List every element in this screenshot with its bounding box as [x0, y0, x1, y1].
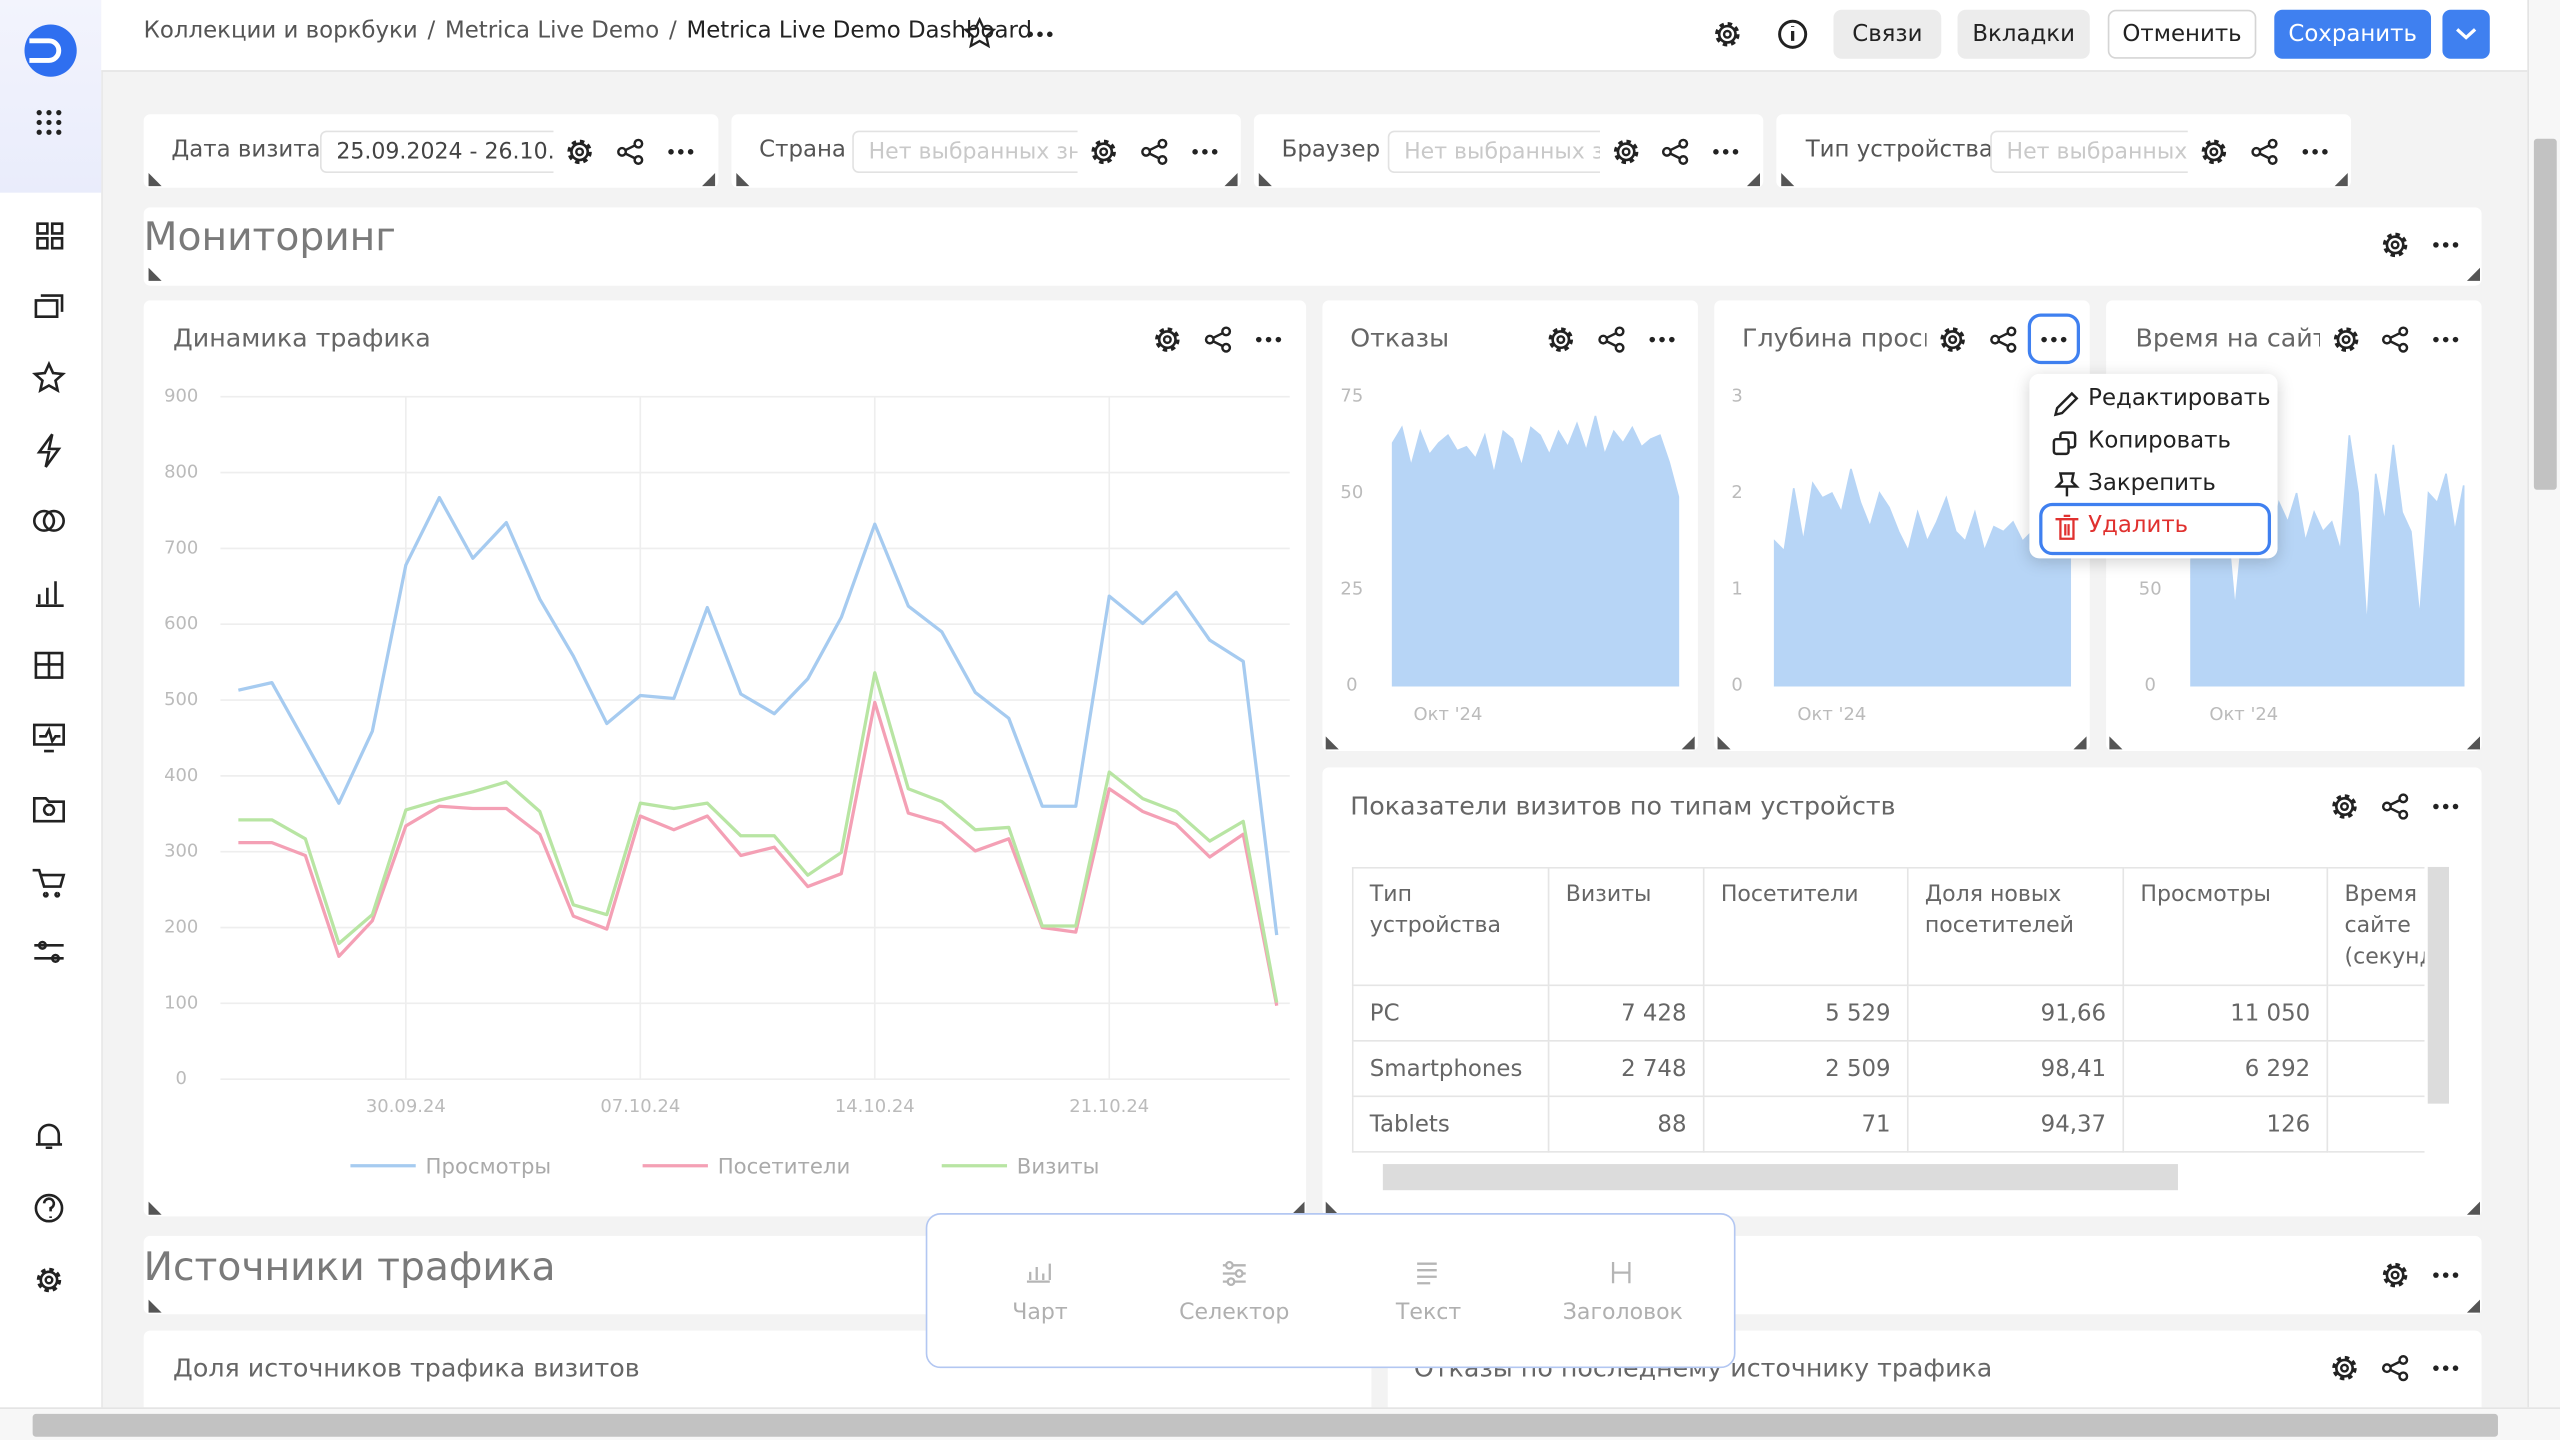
cancel-button[interactable]: Отменить — [2107, 9, 2257, 59]
panel-item[interactable]: Чарт — [1012, 1299, 1068, 1326]
widget-title: Доля источников трафика визитов — [173, 1353, 640, 1383]
table-cell: 94,37 — [1907, 1096, 2125, 1153]
table-cell: 5 529 — [1703, 985, 1909, 1042]
save-button[interactable]: Сохранить — [2274, 9, 2432, 59]
table: Тип устройства Визиты Посетители Доля но… — [1351, 866, 2425, 1153]
table-cell: 98,41 — [1907, 1040, 2125, 1098]
panel-item[interactable]: Текст — [1395, 1299, 1462, 1326]
table-row: Smartphones 2 748 2 509 98,41 6 292 — [1351, 1040, 2425, 1098]
table-body: PC 7 428 5 529 91,66 11 050 Smartphones 2 748 2… — [1351, 985, 2425, 1153]
table-cell: 2 748 — [1548, 1040, 1705, 1098]
table-cell: 7 428 — [1548, 985, 1705, 1042]
add-widget-panel: Чарт Селектор Текст Заголовок — [925, 1213, 1736, 1369]
context-menu: Редактировать Копировать Закрепить Удали… — [2029, 373, 2278, 559]
chart-widget — [1322, 300, 1698, 752]
filter-input[interactable]: Нет выбранных значений — [1387, 130, 1609, 174]
scroll-thumb[interactable] — [32, 1413, 2498, 1437]
breadcrumb: Metrica Live Demo Dashboard — [686, 17, 1032, 45]
menu-item[interactable]: Редактировать — [2088, 385, 2271, 412]
breadcrumb-separator: / — [669, 17, 677, 45]
breadcrumb-separator: / — [427, 17, 436, 45]
save-dropdown[interactable] — [2442, 9, 2490, 59]
column-header[interactable]: Время на сайте (секунды) — [2327, 866, 2425, 987]
sidebar — [0, 0, 103, 1440]
filter-label: Тип устройства — [1805, 137, 1993, 164]
breadcrumbs: Коллекции и воркбуки / Metrica Live Demo… — [144, 18, 1032, 44]
table-title: Показатели визитов по типам устройств — [1350, 791, 1896, 822]
table-cell: 71 — [1703, 1096, 1909, 1153]
table-cell: 6 292 — [2123, 1040, 2329, 1098]
menu-item[interactable]: Копировать — [2088, 427, 2231, 454]
column-header[interactable]: Просмотры — [2123, 866, 2329, 987]
column-header[interactable]: Доля новых посетителей — [1907, 866, 2125, 987]
table-cell: 91,66 — [1907, 985, 2125, 1042]
column-header[interactable]: Тип устройства — [1351, 866, 1550, 987]
table-container: Тип устройства Визиты Посетители Доля но… — [1351, 866, 2425, 1154]
page-scrollbar[interactable] — [2527, 0, 2560, 1408]
breadcrumb[interactable]: Коллекции и воркбуки — [143, 17, 418, 45]
column-header[interactable]: Посетители — [1703, 866, 1909, 987]
table-cell: PC — [1351, 985, 1550, 1042]
table-row: Tablets 88 71 94,37 126 — [1351, 1096, 2425, 1153]
section-title: Мониторинг — [143, 213, 396, 260]
menu-item[interactable]: Закрепить — [2088, 470, 2216, 497]
filter-label: Страна — [759, 137, 846, 164]
column-header[interactable]: Визиты — [1548, 866, 1705, 987]
filter-label: Дата визита — [171, 137, 321, 164]
panel-item[interactable]: Селектор — [1179, 1299, 1290, 1326]
table-cell: Smartphones — [1351, 1040, 1550, 1098]
table-cell: 126 — [2123, 1096, 2329, 1153]
filter-input[interactable]: Нет выбранных значений — [852, 130, 1089, 174]
section-title: Источники трафика — [143, 1244, 556, 1290]
section-widget — [143, 207, 2482, 286]
table-cell: Tablets — [1351, 1096, 1550, 1153]
table-scrollbar[interactable] — [2427, 866, 2449, 1104]
panel-icons — [1026, 1260, 1631, 1287]
chart-widget — [143, 300, 1307, 1217]
table-cell: 2 509 — [1703, 1040, 1909, 1098]
menu-item[interactable]: Удалить — [2088, 512, 2189, 539]
table-cell: 11 050 — [2123, 985, 2329, 1042]
table-cell — [2327, 1040, 2425, 1098]
table-cell — [2327, 1096, 2425, 1153]
sidebar-top — [0, 0, 102, 193]
filter-input[interactable]: Нет выбранных значений — [1990, 130, 2200, 174]
table-cell: 88 — [1548, 1096, 1705, 1153]
breadcrumb[interactable]: Metrica Live Demo — [445, 17, 660, 45]
tabs-button[interactable]: Вкладки — [1957, 9, 2090, 59]
panel-item[interactable]: Заголовок — [1562, 1299, 1683, 1326]
table-row: PC 7 428 5 529 91,66 11 050 — [1351, 985, 2425, 1042]
table-cell — [2327, 985, 2425, 1042]
filter-label: Браузер — [1281, 137, 1381, 164]
scroll-thumb[interactable] — [2533, 138, 2557, 490]
page-scrollbar[interactable] — [0, 1407, 2560, 1440]
links-button[interactable]: Связи — [1833, 9, 1942, 59]
table-scrollbar[interactable] — [1382, 1164, 2178, 1191]
filter-input[interactable]: 25.09.2024 - 26.10.2024 — [320, 130, 565, 174]
